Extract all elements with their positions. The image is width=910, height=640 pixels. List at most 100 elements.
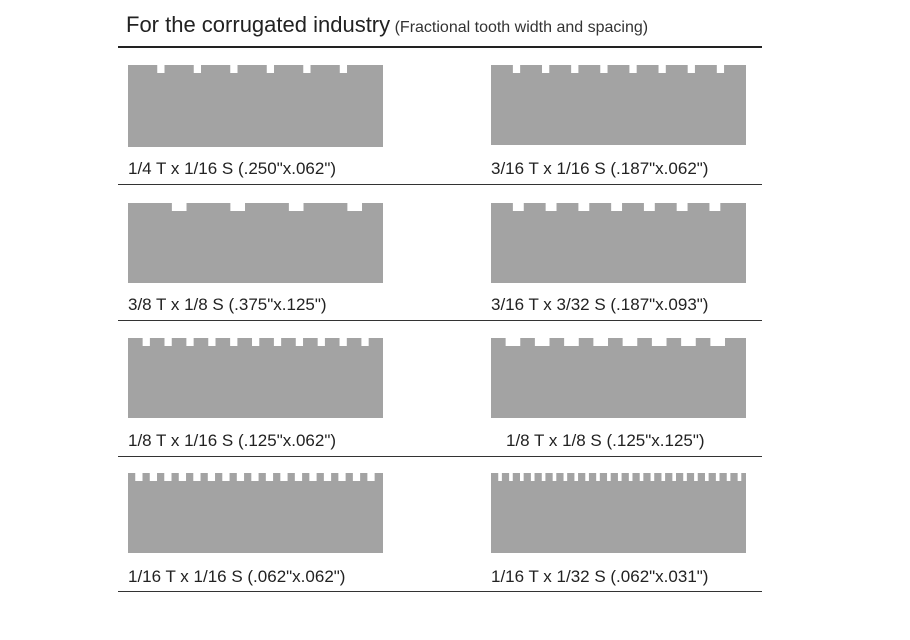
blade-notch: [135, 473, 143, 481]
blade-notch: [317, 338, 325, 346]
blade-notch: [585, 473, 589, 481]
blade-notch: [676, 203, 688, 211]
blade-notch: [230, 203, 246, 211]
blade-body: [491, 473, 746, 553]
blade-notch: [687, 65, 695, 73]
blade-body: [128, 65, 383, 147]
blade-body: [128, 473, 383, 553]
blade-notch: [347, 203, 363, 211]
blade-notch: [230, 338, 238, 346]
header: For the corrugated industry (Fractional …: [126, 12, 648, 38]
blade-diagram-6: [491, 338, 746, 418]
blade-diagram-1: [128, 65, 383, 147]
blade-notch: [273, 338, 282, 346]
blade-notch: [541, 473, 546, 481]
blade-notch: [230, 65, 238, 73]
header-rule: [118, 46, 762, 48]
blade-notch: [193, 473, 201, 481]
blade-notch: [593, 338, 609, 346]
blade-notch: [339, 338, 347, 346]
blade-notch: [571, 65, 579, 73]
blade-notch: [512, 203, 524, 211]
row-divider-1: [118, 184, 762, 185]
page-title: For the corrugated industry: [126, 12, 391, 37]
blade-notch: [265, 473, 274, 481]
blade-notch: [639, 473, 644, 481]
blade-notch: [530, 473, 535, 481]
blade-notch: [361, 338, 369, 346]
blade-notch: [236, 473, 245, 481]
blade-notch: [352, 473, 361, 481]
blade-notch: [607, 473, 611, 481]
blade-label-7: 1/16 T x 1/16 S (.062"x.062"): [128, 567, 346, 586]
blade-notch: [578, 203, 590, 211]
blade-diagram-4: [491, 203, 746, 283]
blade-notch: [628, 473, 633, 481]
blade-notch: [704, 473, 709, 481]
blade-notch: [303, 65, 311, 73]
blade-notch: [178, 473, 187, 481]
blade-notch: [545, 203, 557, 211]
blade-label-5: 1/8 T x 1/16 S (.125"x.062"): [128, 431, 337, 450]
blade-notch: [288, 203, 304, 211]
blade-notch: [171, 203, 187, 211]
blade-notch: [552, 473, 557, 481]
blade-notch: [709, 203, 721, 211]
blade-notch: [323, 473, 332, 481]
blade-notch: [629, 65, 637, 73]
blade-notch: [683, 473, 687, 481]
blade-label-4: 3/16 T x 3/32 S (.187"x.093"): [491, 295, 709, 314]
blade-notch: [681, 338, 696, 346]
blade-notch: [157, 65, 165, 73]
blade-notch: [715, 473, 720, 481]
blade-label-1: 1/4 T x 1/16 S (.250"x.062"): [128, 159, 337, 178]
blade-diagram-3: [128, 203, 383, 283]
blade-notch: [509, 473, 513, 481]
blade-notch: [251, 473, 259, 481]
blade-notch: [611, 203, 623, 211]
blade-notch: [186, 338, 194, 346]
blade-notch: [498, 473, 502, 481]
blade-diagram-7: [128, 473, 383, 553]
blade-notch: [164, 338, 172, 346]
blade-notch: [622, 338, 638, 346]
blade-label-8: 1/16 T x 1/32 S (.062"x.031"): [491, 567, 709, 586]
blade-notch: [737, 473, 742, 481]
blade-notch: [716, 65, 725, 73]
blade-label-6: 1/8 T x 1/8 S (.125"x.125"): [506, 431, 705, 450]
blade-notch: [574, 473, 579, 481]
blade-body: [491, 203, 746, 283]
blade-notch: [596, 473, 600, 481]
page-subtitle: (Fractional tooth width and spacing): [394, 19, 649, 36]
blade-notch: [563, 473, 568, 481]
blade-notch: [309, 473, 317, 481]
blade-notch: [367, 473, 375, 481]
blade-notch: [651, 338, 667, 346]
blade-notch: [512, 65, 521, 73]
blade-notch: [222, 473, 230, 481]
blade-diagram-8: [491, 473, 746, 553]
blade-notch: [339, 65, 348, 73]
blade-notch: [520, 473, 524, 481]
blade-notch: [208, 338, 216, 346]
blade-notch: [726, 473, 731, 481]
blade-diagram-2: [491, 65, 746, 145]
blade-notch: [658, 65, 666, 73]
blade-notch: [694, 473, 698, 481]
blade-label-2: 3/16 T x 1/16 S (.187"x.062"): [491, 159, 709, 178]
blade-notch: [295, 338, 304, 346]
blade-body: [491, 338, 746, 418]
blade-notch: [542, 65, 550, 73]
blade-notch: [672, 473, 676, 481]
blade-notch: [505, 338, 521, 346]
blade-notch: [650, 473, 655, 481]
blade-notch: [266, 65, 275, 73]
blade-notch: [564, 338, 579, 346]
blade-notch: [142, 338, 150, 346]
blade-diagram-5: [128, 338, 383, 418]
blade-notch: [534, 338, 550, 346]
blade-notch: [600, 65, 608, 73]
blade-body: [128, 338, 383, 418]
blade-notch: [149, 473, 158, 481]
blade-notch: [710, 338, 726, 346]
